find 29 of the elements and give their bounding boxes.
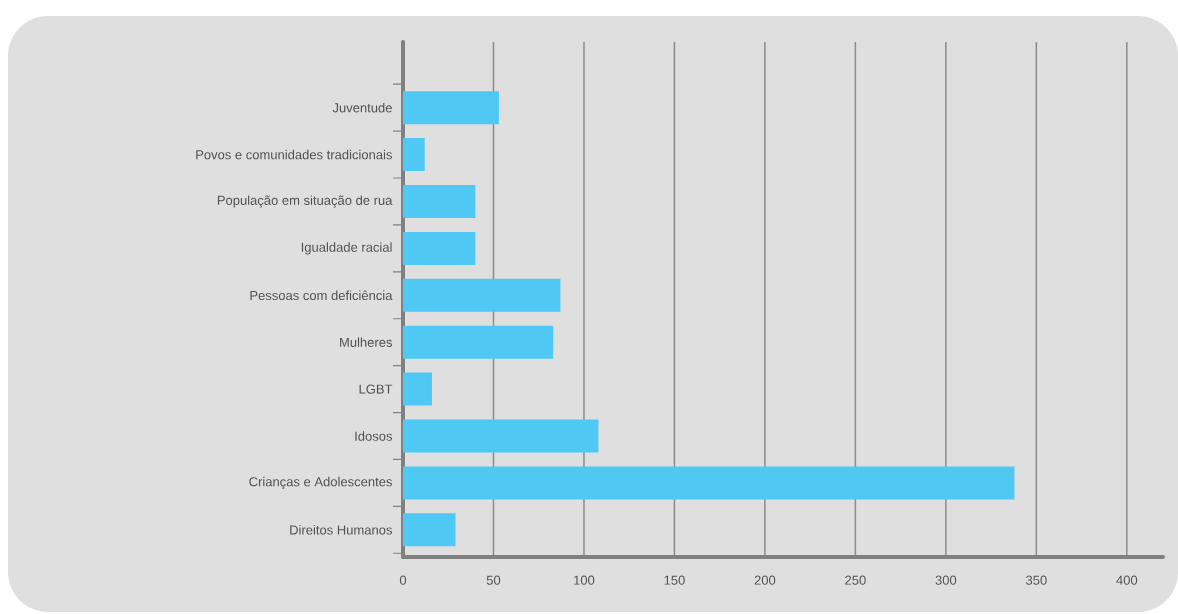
x-tick-label: 200 xyxy=(754,575,776,585)
y-tick-label: Direitos Humanos xyxy=(290,525,392,535)
bar xyxy=(403,419,599,453)
bar xyxy=(403,138,425,172)
x-tick-label: 250 xyxy=(845,575,866,585)
bar xyxy=(403,91,499,125)
x-tick-label: 300 xyxy=(935,575,957,585)
x-tick-label: 350 xyxy=(1025,575,1047,585)
y-tick-label: Juventude xyxy=(332,102,392,113)
bar xyxy=(403,513,456,547)
y-tick-label: População em situação de rua xyxy=(217,195,393,208)
bar xyxy=(403,325,554,359)
bar xyxy=(403,278,561,312)
y-tick-label: Povos e comunidades tradicionais xyxy=(196,149,392,160)
y-tick-label: LGBT xyxy=(359,384,393,394)
y-tick-label: Igualdade racial xyxy=(301,242,392,255)
bar xyxy=(403,184,476,218)
y-tick-label: Idosos xyxy=(355,431,392,441)
x-tick-label: 0 xyxy=(399,575,407,585)
x-tick-label: 400 xyxy=(1116,575,1138,585)
x-tick-label: 50 xyxy=(486,575,501,585)
x-tick-label: 150 xyxy=(664,575,685,585)
y-tick-label: Pessoas com deficiência xyxy=(250,290,393,301)
bar xyxy=(403,231,476,265)
y-tick-label: Crianças e Adolescentes xyxy=(249,476,392,489)
y-tick-label: Mulheres xyxy=(340,337,392,347)
bar xyxy=(403,466,1015,500)
bar xyxy=(403,372,432,406)
x-tick-label: 100 xyxy=(574,575,595,585)
